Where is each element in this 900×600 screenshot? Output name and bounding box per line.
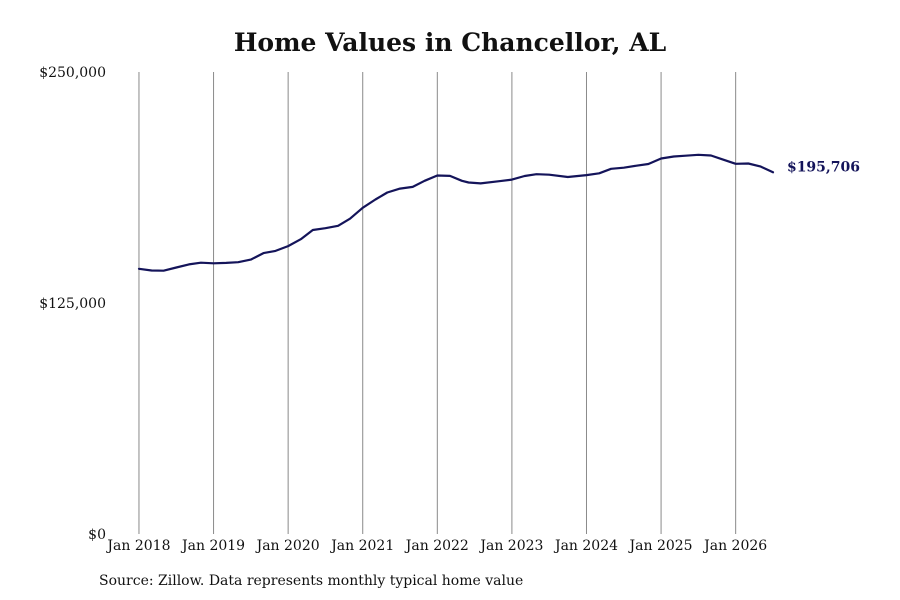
y-tick-label: $125,000 (39, 296, 106, 312)
y-axis-ticks: $0 $125,000 $250,000 (39, 65, 106, 543)
x-tick-label: Jan 2020 (255, 538, 320, 554)
end-value-label: $195,706 (787, 159, 860, 175)
grid-lines (138, 72, 737, 534)
x-tick-label: Jan 2019 (180, 538, 245, 554)
x-tick-label: Jan 2022 (404, 538, 469, 554)
x-tick-label: Jan 2026 (702, 538, 767, 554)
x-tick-label: Jan 2018 (105, 538, 170, 554)
source-note: Source: Zillow. Data represents monthly … (99, 573, 524, 589)
x-tick-label: Jan 2021 (329, 538, 394, 554)
x-tick-label: Jan 2025 (628, 538, 693, 554)
x-axis-ticks: Jan 2018 Jan 2019 Jan 2020 Jan 2021 Jan 2022… (105, 538, 767, 554)
y-tick-label: $0 (88, 527, 106, 543)
y-tick-label: $250,000 (39, 65, 106, 81)
x-tick-label: Jan 2023 (478, 538, 543, 554)
chart-title: Home Values in Chancellor, AL (233, 28, 667, 57)
home-value-line (137, 153, 775, 272)
x-tick-label: Jan 2024 (553, 538, 618, 554)
